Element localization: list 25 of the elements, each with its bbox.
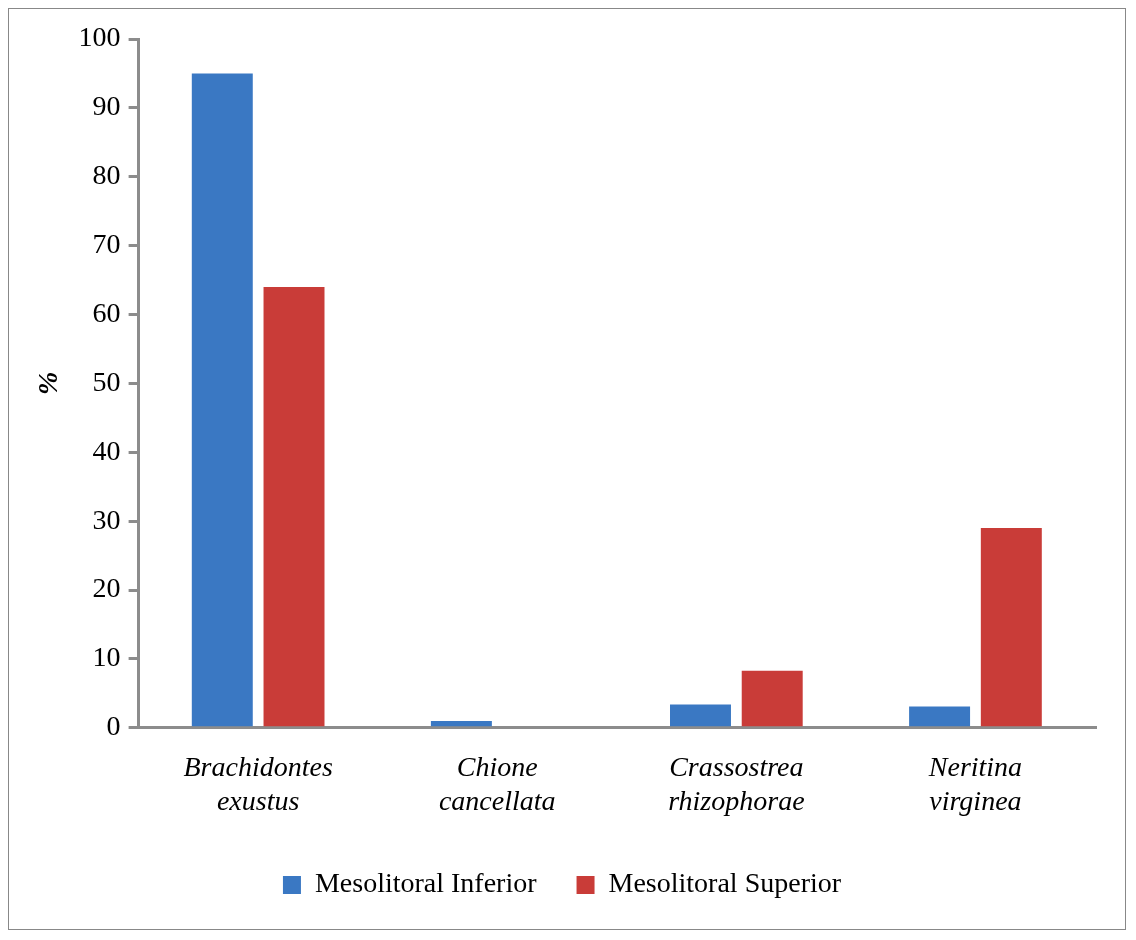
y-tick-label: 80 [92,159,121,191]
bar [909,706,971,727]
y-tick-label: 30 [92,503,121,535]
bar [263,286,325,727]
legend-label: Mesolitoral Inferior [314,867,538,899]
legend-label: Mesolitoral Superior [608,867,842,899]
x-tick-label: Neritina virginea [927,750,1023,816]
bar [980,528,1042,727]
bar [191,73,253,727]
y-tick-label: 0 [106,710,121,742]
y-tick-label: 10 [92,641,121,673]
y-tick-label: 100 [78,21,121,53]
y-tick-label: 20 [92,572,121,604]
y-tick-label: 60 [92,296,121,328]
bar [670,704,731,727]
y-tick-label: 40 [92,434,121,466]
x-tick-label: Crassostrea rhizophorae [668,750,805,816]
y-tick-label: 70 [92,228,121,259]
bar [430,720,492,727]
y-tick-label: 90 [92,90,121,122]
x-tick-label: Chione cancellata [438,750,556,816]
y-tick-label: 50 [92,365,121,397]
bar [741,670,803,727]
x-tick-label: Brachidontes exustus [183,750,333,816]
y-axis-title: % [32,371,64,396]
